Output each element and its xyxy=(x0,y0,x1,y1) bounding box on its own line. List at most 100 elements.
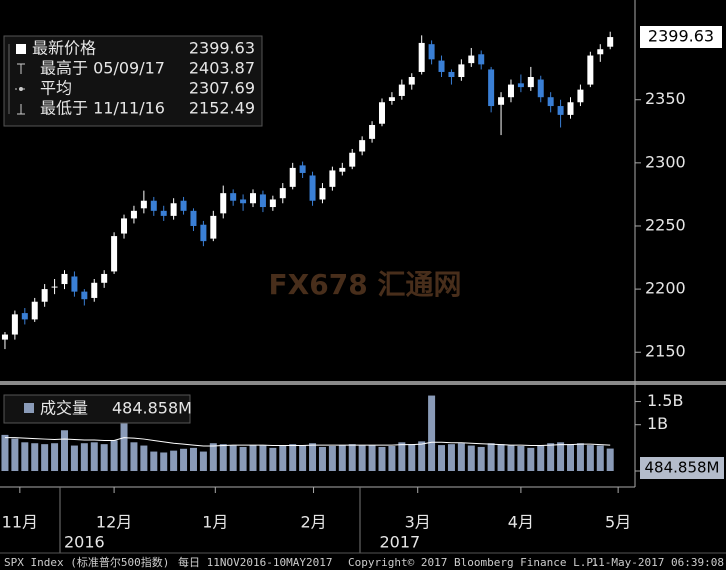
candle-body xyxy=(170,203,177,216)
volume-bar xyxy=(249,445,257,471)
volume-bar xyxy=(180,448,188,471)
volume-bar xyxy=(41,444,49,471)
footer-text: 每日 11NOV2016-10MAY2017 xyxy=(178,555,332,569)
candle-body xyxy=(61,273,68,285)
candle-body xyxy=(269,199,276,208)
legend-label: 平均 xyxy=(40,79,72,98)
candle-body xyxy=(488,69,495,107)
x-tick-label: 2月 xyxy=(300,513,326,532)
volume-bar xyxy=(318,446,326,471)
volume-bar xyxy=(189,447,197,471)
candle-body xyxy=(458,64,465,78)
volume-bar xyxy=(398,442,406,471)
volume-bar xyxy=(348,444,356,471)
candle-body xyxy=(478,54,485,65)
volume-bar xyxy=(537,445,545,471)
volume-bar xyxy=(507,445,515,471)
year-label: 2017 xyxy=(379,533,420,552)
candle-body xyxy=(190,210,197,226)
candle-body xyxy=(31,301,38,320)
candle-body xyxy=(388,97,395,101)
legend-label: 最新价格 xyxy=(32,39,96,58)
candle-body xyxy=(468,55,475,64)
candle-body xyxy=(150,200,157,211)
legend-label: 最高于 05/09/17 xyxy=(40,59,165,78)
candle-body xyxy=(329,170,336,187)
candle-body xyxy=(587,55,594,85)
candle-body xyxy=(319,188,326,200)
panel-separator xyxy=(0,381,726,385)
candle-body xyxy=(557,106,564,115)
volume-bar xyxy=(606,448,614,471)
volume-bar xyxy=(328,446,336,471)
candle-body xyxy=(81,291,88,300)
legend-value: 2403.87 xyxy=(189,59,255,78)
legend-icon xyxy=(19,87,23,91)
volume-bar xyxy=(269,447,277,471)
volume-bar xyxy=(259,445,267,471)
candle-body xyxy=(91,282,98,298)
candle-body xyxy=(180,200,187,211)
volume-bar xyxy=(408,444,416,471)
candle-body xyxy=(140,200,147,209)
volume-bar xyxy=(299,445,307,471)
legend-label: 成交量 xyxy=(40,399,88,418)
candle-body xyxy=(428,44,435,60)
legend-box xyxy=(3,35,263,127)
candle-body xyxy=(577,89,584,103)
volume-bar xyxy=(170,450,178,471)
candle-body xyxy=(309,175,316,201)
candle-body xyxy=(289,167,296,187)
volume-bar xyxy=(388,446,396,471)
volume-bar xyxy=(358,445,366,471)
candle-body xyxy=(507,84,514,98)
volume-bar xyxy=(140,445,148,471)
volume-bar xyxy=(279,446,287,471)
legend-icon xyxy=(17,104,25,115)
y-tick-label: 2200 xyxy=(645,279,686,298)
y-tick-label: 2150 xyxy=(645,342,686,361)
x-tick-label: 12月 xyxy=(96,513,132,532)
candle-body xyxy=(230,193,237,201)
footer-text: Copyright© 2017 Bloomberg Finance L.P. xyxy=(348,556,600,569)
candle-body xyxy=(349,152,356,167)
candle-body xyxy=(1,334,8,340)
candle-body xyxy=(259,194,266,208)
volume-bar xyxy=(576,443,584,471)
volume-bar xyxy=(457,443,465,471)
volume-bar xyxy=(477,446,485,471)
watermark: FX678 汇通网 xyxy=(269,268,462,301)
volume-bar xyxy=(51,443,59,471)
volume-bar xyxy=(239,446,247,471)
volume-bar xyxy=(100,444,108,471)
volume-bar xyxy=(130,442,138,471)
x-tick-label: 5月 xyxy=(605,513,631,532)
legend-icon xyxy=(24,403,34,413)
candle-body xyxy=(160,210,167,216)
volume-bar xyxy=(110,440,118,471)
volume-bar xyxy=(418,441,426,471)
volume-bar xyxy=(229,445,237,471)
volume-bar xyxy=(438,445,446,471)
volume-bar xyxy=(80,443,88,471)
volume-bar xyxy=(517,446,525,471)
footer-text: SPX Index (标准普尔500指数) xyxy=(4,555,169,569)
y-tick-label: 2300 xyxy=(645,152,686,171)
volume-bar xyxy=(497,444,505,471)
volume-bar xyxy=(557,442,565,471)
candle-body xyxy=(359,140,366,152)
last-volume-label: 484.858M xyxy=(645,459,720,477)
candle-body xyxy=(597,49,604,55)
volume-bar xyxy=(199,451,207,471)
volume-bar xyxy=(428,395,436,471)
legend-label: 最低于 11/11/16 xyxy=(40,99,165,118)
volume-bar xyxy=(567,444,575,471)
candle-body xyxy=(547,97,554,107)
last-price-box xyxy=(640,26,722,48)
candle-body xyxy=(279,188,286,199)
candle-body xyxy=(250,193,257,204)
candle-body xyxy=(130,210,137,219)
candle-body xyxy=(41,289,48,302)
legend-value: 2399.63 xyxy=(189,39,255,58)
